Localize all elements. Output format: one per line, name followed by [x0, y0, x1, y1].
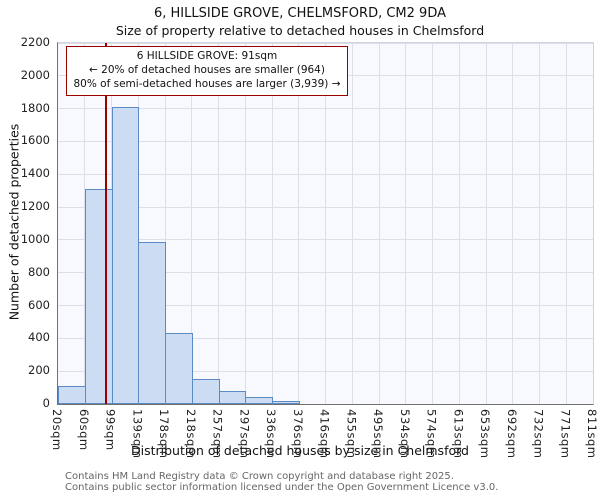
- footer-attribution-1: Contains HM Land Registry data © Crown c…: [65, 471, 454, 482]
- bar: [272, 400, 300, 404]
- x-tick-label: 257sqm: [210, 409, 225, 459]
- bar: [111, 106, 140, 404]
- y-tick-label: 400: [28, 330, 50, 345]
- gridline-vertical: [298, 43, 300, 404]
- gridline-vertical: [539, 43, 540, 404]
- chart-title: 6, HILLSIDE GROVE, CHELMSFORD, CM2 9DA: [154, 6, 446, 21]
- annotation-line-2: ← 20% of detached houses are smaller (96…: [89, 63, 325, 76]
- gridline-vertical: [351, 43, 353, 404]
- y-tick-label: 600: [28, 297, 50, 312]
- bar: [138, 241, 166, 404]
- x-tick-label: 692sqm: [504, 409, 519, 459]
- x-tick-label: 416sqm: [317, 409, 332, 459]
- y-tick-label: 0: [42, 396, 50, 410]
- x-tick-label: 60sqm: [76, 409, 91, 451]
- gridline-vertical: [244, 43, 246, 404]
- y-tick-label: 1000: [20, 231, 50, 246]
- x-tick-label: 771sqm: [558, 409, 573, 459]
- gridline-vertical: [405, 43, 407, 404]
- gridline-vertical: [191, 43, 193, 404]
- y-tick-label: 800: [28, 264, 50, 279]
- x-tick-label: 336sqm: [264, 409, 278, 459]
- x-tick-label: 811sqm: [585, 409, 599, 459]
- x-tick-label: 534sqm: [397, 409, 412, 459]
- chart-subtitle: Size of property relative to detached ho…: [115, 23, 485, 38]
- gridline-vertical: [512, 43, 514, 404]
- y-tick-label: 1800: [20, 100, 50, 115]
- x-tick-label: 297sqm: [237, 409, 252, 459]
- x-tick-label: 495sqm: [371, 409, 385, 459]
- annotation-box: 6 HILLSIDE GROVE: 91sqm ← 20% of detache…: [66, 46, 348, 96]
- x-axis-label: Distribution of detached houses by size …: [131, 443, 469, 458]
- gridline-vertical: [164, 43, 166, 404]
- gridline-vertical: [432, 43, 433, 404]
- bar: [84, 189, 113, 404]
- y-axis-label: Number of detached properties: [6, 123, 22, 321]
- gridline-vertical: [458, 43, 460, 404]
- x-tick-label: 178sqm: [157, 409, 171, 459]
- y-tick-label: 1200: [20, 199, 50, 214]
- bar: [58, 385, 86, 404]
- y-tick-label: 1600: [20, 133, 50, 148]
- x-tick-label: 613sqm: [451, 409, 466, 459]
- annotation-line-1: 6 HILLSIDE GROVE: 91sqm: [136, 50, 278, 62]
- footer-attribution-2: Contains public sector information licen…: [65, 482, 499, 493]
- x-tick-label: 218sqm: [183, 409, 198, 459]
- y-tick-label: 200: [28, 363, 50, 378]
- x-tick-label: 139sqm: [130, 409, 145, 459]
- x-tick-label: 732sqm: [531, 409, 546, 459]
- gridline-vertical: [565, 43, 567, 404]
- y-tick-label: 1400: [20, 166, 50, 181]
- bar: [218, 390, 247, 404]
- x-tick-label: 574sqm: [424, 409, 439, 459]
- gridline-vertical: [485, 43, 487, 404]
- gridline-vertical: [218, 43, 219, 404]
- bar: [245, 397, 273, 404]
- bar: [191, 378, 220, 404]
- y-tick-label: 2000: [20, 67, 50, 82]
- annotation-line-3: 80% of semi-detached houses are larger (…: [73, 77, 341, 90]
- gridline-vertical: [378, 43, 380, 404]
- x-tick-label: 376sqm: [290, 409, 305, 459]
- x-tick-label: 20sqm: [50, 409, 64, 451]
- property-size-marker-line: [105, 43, 107, 404]
- y-tick-label: 2200: [20, 35, 50, 49]
- x-tick-label: 653sqm: [478, 409, 492, 459]
- gridline-vertical: [271, 43, 273, 404]
- bar: [165, 333, 193, 404]
- x-tick-label: 99sqm: [103, 409, 118, 451]
- plot-area: [57, 42, 594, 405]
- gridline-vertical: [325, 43, 326, 404]
- x-tick-label: 455sqm: [344, 409, 359, 459]
